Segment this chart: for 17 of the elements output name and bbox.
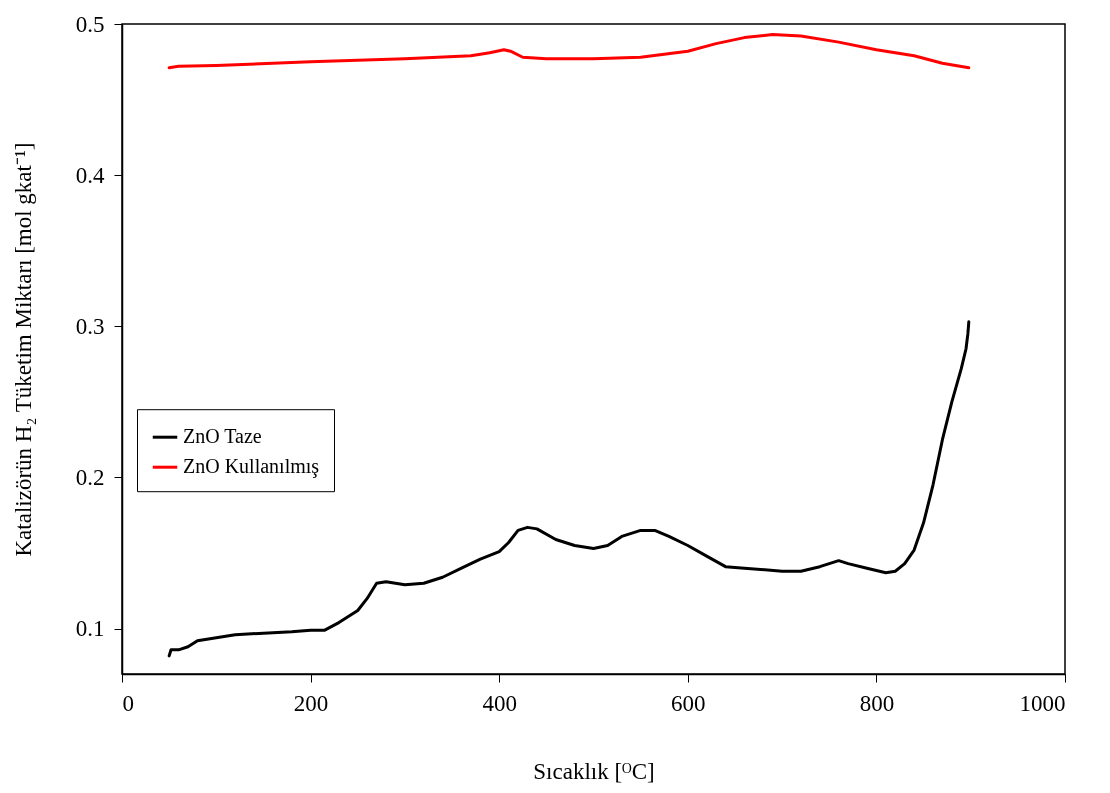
x-tick-label: 600 xyxy=(671,690,706,716)
y-tick-label: 0.1 xyxy=(75,616,105,642)
x-tick-label: 200 xyxy=(293,690,329,716)
line-series xyxy=(167,320,971,658)
y-tick-label: 0.2 xyxy=(75,464,105,490)
legend-label: ZnO Taze xyxy=(183,425,262,448)
line-series xyxy=(167,33,971,70)
x-tick-label: 1000 xyxy=(1019,690,1066,716)
x-tick-label: 0 xyxy=(122,690,134,716)
x-tick-label: 400 xyxy=(482,690,517,716)
y-tick-label: 0.5 xyxy=(75,11,105,37)
x-tick-label: 800 xyxy=(859,690,895,716)
y-tick-label: 0.4 xyxy=(75,162,105,188)
x-axis-title: Sıcaklık [ᴼC] xyxy=(533,758,655,784)
y-tick-label: 0.3 xyxy=(75,313,105,339)
legend-label: ZnO Kullanılmış xyxy=(183,455,320,479)
y-axis-title: Katalizörün H₂ Tüketim Miktarı [mol gkat⁻¹] xyxy=(10,142,36,557)
